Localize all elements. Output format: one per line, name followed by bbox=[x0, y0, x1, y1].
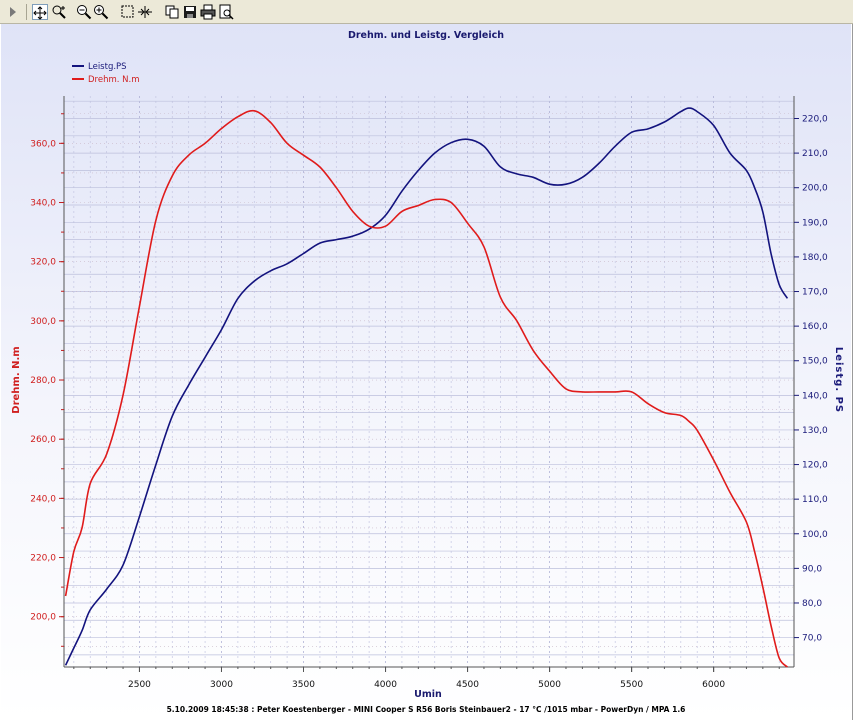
y-right-tick-label: 140,0 bbox=[802, 391, 828, 401]
x-axis-label: Umin bbox=[414, 689, 442, 700]
y-right-tick-label: 150,0 bbox=[802, 357, 828, 367]
x-tick-label: 2500 bbox=[128, 680, 151, 690]
y-right-tick-label: 70,0 bbox=[802, 634, 822, 644]
toolbar bbox=[0, 0, 853, 24]
series-line-power bbox=[64, 107, 789, 666]
x-tick-label: 4500 bbox=[456, 680, 479, 690]
y-right-tick-label: 110,0 bbox=[802, 495, 828, 505]
chart-background bbox=[1, 24, 851, 720]
x-tick-label: 5500 bbox=[620, 680, 643, 690]
select-rect-icon[interactable] bbox=[120, 4, 136, 20]
series-line-torque bbox=[64, 109, 789, 668]
chart-svg: Drehm. und Leistg. Vergleich Leistg.PS D… bbox=[1, 24, 851, 720]
y-right-tick-label: 160,0 bbox=[802, 322, 828, 332]
y-right-tick-label: 80,0 bbox=[802, 599, 822, 609]
y-right-tick-label: 200,0 bbox=[802, 184, 828, 194]
x-tick-label: 3000 bbox=[210, 680, 233, 690]
x-tick-label: 6000 bbox=[702, 680, 725, 690]
y-left-tick-label: 200,0 bbox=[30, 613, 56, 623]
toolbar-separator bbox=[26, 4, 27, 20]
copy-icon[interactable] bbox=[164, 4, 180, 20]
y-right-tick-labels: 70,0 80,0 90,0 100,0 110,0 120,0 130,0 140,0 150… bbox=[794, 114, 828, 644]
y-right-tick-label: 170,0 bbox=[802, 288, 828, 298]
legend: Leistg.PS Drehm. N.m bbox=[72, 62, 140, 85]
fit-icon[interactable] bbox=[137, 4, 153, 20]
footer-info: 5.10.2009 18:45:38 : Peter Koestenberger… bbox=[167, 705, 686, 714]
print-preview-icon[interactable] bbox=[218, 4, 234, 20]
y-left-axis-label: Drehm. N.m bbox=[11, 346, 22, 413]
y-left-tick-label: 280,0 bbox=[30, 376, 56, 386]
zoom-region-icon[interactable] bbox=[51, 4, 67, 20]
y-left-tick-label: 340,0 bbox=[30, 199, 56, 209]
y-left-tick-label: 360,0 bbox=[30, 139, 56, 149]
grid bbox=[64, 96, 794, 667]
chart-title: Drehm. und Leistg. Vergleich bbox=[348, 30, 504, 41]
legend-label-torque: Drehm. N.m bbox=[88, 75, 140, 85]
y-right-tick-label: 190,0 bbox=[802, 218, 828, 228]
save-icon[interactable] bbox=[182, 4, 198, 20]
legend-label-power: Leistg.PS bbox=[88, 62, 127, 72]
axes bbox=[63, 96, 795, 668]
x-tick-label: 3500 bbox=[292, 680, 315, 690]
y-right-tick-label: 100,0 bbox=[802, 530, 828, 540]
y-left-tick-label: 320,0 bbox=[30, 258, 56, 268]
y-left-tick-label: 300,0 bbox=[30, 317, 56, 327]
print-icon[interactable] bbox=[200, 4, 216, 20]
x-tick-label: 4000 bbox=[374, 680, 397, 690]
pan-icon[interactable] bbox=[32, 4, 48, 20]
y-right-tick-label: 180,0 bbox=[802, 253, 828, 263]
y-right-axis-label: Leistg. PS bbox=[833, 347, 844, 413]
x-tick-label: 5000 bbox=[538, 680, 561, 690]
y-right-tick-label: 210,0 bbox=[802, 149, 828, 159]
y-right-tick-label: 130,0 bbox=[802, 426, 828, 436]
y-right-tick-label: 120,0 bbox=[802, 461, 828, 471]
y-left-tick-label: 220,0 bbox=[30, 554, 56, 564]
series-lines bbox=[64, 107, 789, 668]
zoom-out-icon[interactable] bbox=[76, 4, 92, 20]
play-icon[interactable] bbox=[5, 4, 21, 20]
y-left-tick-label: 260,0 bbox=[30, 435, 56, 445]
x-tick-labels: 2500 3000 3500 4000 4500 5000 5500 6000 bbox=[73, 667, 780, 690]
chart-frame: Drehm. und Leistg. Vergleich Leistg.PS D… bbox=[0, 24, 853, 720]
zoom-in-icon[interactable] bbox=[93, 4, 109, 20]
y-left-tick-label: 240,0 bbox=[30, 494, 56, 504]
y-right-tick-label: 90,0 bbox=[802, 564, 822, 574]
y-right-tick-label: 220,0 bbox=[802, 114, 828, 124]
y-left-tick-labels: 200,0 220,0 240,0 260,0 280,0 300,0 320,0 340,0… bbox=[30, 113, 64, 647]
